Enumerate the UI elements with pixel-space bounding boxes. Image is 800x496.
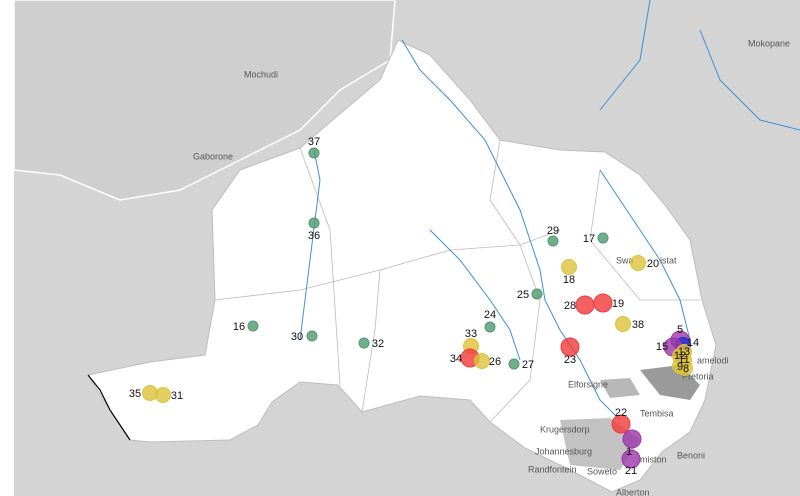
frame-edge — [0, 0, 14, 496]
place-label: Johannesburg — [535, 446, 592, 456]
rivers — [299, 0, 800, 421]
place-label: Swa — [616, 255, 634, 265]
site-marker — [593, 293, 613, 313]
site-label: 31 — [171, 390, 183, 402]
site-label: 17 — [583, 233, 595, 245]
place-label: istat — [660, 255, 677, 265]
place-label: Mochudi — [244, 69, 278, 79]
catchment — [87, 39, 717, 493]
site-marker — [484, 321, 496, 333]
site-label: 35 — [129, 388, 141, 400]
place-label: Alberton — [616, 487, 650, 496]
site-label: 18 — [563, 274, 575, 286]
site-marker — [630, 255, 646, 271]
site-label: 38 — [632, 319, 644, 331]
site-marker — [358, 337, 370, 349]
site-marker — [308, 217, 320, 229]
site-marker — [622, 429, 642, 449]
site-label: 23 — [564, 354, 576, 366]
site-marker — [597, 232, 609, 244]
site-label: 33 — [465, 328, 477, 340]
place-label: Krugersdorp — [540, 424, 590, 434]
site-marker — [142, 385, 158, 401]
site-label: 25 — [517, 289, 529, 301]
sub-catchments — [214, 139, 700, 423]
place-label: Mokopane — [748, 38, 790, 48]
site-marker — [677, 360, 693, 376]
place-label: amelodi — [697, 355, 729, 365]
site-label: 21 — [625, 465, 637, 477]
place-label: Soweto — [587, 466, 617, 476]
site-marker — [308, 147, 320, 159]
border-line — [87, 374, 131, 441]
site-marker — [560, 337, 580, 357]
site-label: 12 — [674, 350, 686, 362]
site-label: 36 — [308, 230, 320, 242]
place-label: Pretoria — [682, 371, 714, 381]
site-label: 29 — [547, 225, 559, 237]
site-label: 8 — [683, 363, 689, 375]
site-label: 34 — [450, 353, 462, 365]
site-marker — [474, 353, 490, 369]
site-marker — [561, 259, 577, 275]
site-marker — [531, 288, 543, 300]
site-marker — [247, 320, 259, 332]
place-label: Benoni — [677, 450, 705, 460]
place-label: miston — [640, 454, 667, 464]
site-marker — [575, 295, 595, 315]
site-marker — [508, 358, 520, 370]
site-label: 5 — [677, 324, 683, 336]
site-label: 27 — [522, 359, 534, 371]
site-marker — [306, 330, 318, 342]
place-label: Randfontein — [528, 464, 577, 474]
site-marker — [621, 449, 641, 469]
site-marker — [155, 387, 171, 403]
place-label: Tembisa — [640, 408, 674, 418]
site-marker — [611, 414, 631, 434]
site-label: 24 — [484, 309, 496, 321]
site-label: 9 — [677, 361, 683, 373]
place-label: Elforsigne — [568, 379, 608, 389]
site-label: 19 — [612, 298, 624, 310]
site-label: 26 — [489, 356, 501, 368]
site-marker — [615, 316, 631, 332]
site-label: 20 — [647, 258, 659, 270]
country-region — [13, 0, 396, 201]
site-label: 13 — [678, 346, 690, 358]
site-label: 16 — [233, 321, 245, 333]
site-label: 28 — [564, 300, 576, 312]
site-label: 30 — [291, 331, 303, 343]
place-label: Gaborone — [193, 151, 233, 161]
site-label: 37 — [308, 136, 320, 148]
site-label: 11 — [678, 354, 689, 366]
site-label: 14 — [687, 337, 699, 349]
site-label: 32 — [372, 338, 384, 350]
site-label: 1 — [626, 446, 632, 458]
site-label: 15 — [656, 341, 668, 353]
site-marker — [547, 235, 559, 247]
site-label: 22 — [615, 407, 627, 419]
